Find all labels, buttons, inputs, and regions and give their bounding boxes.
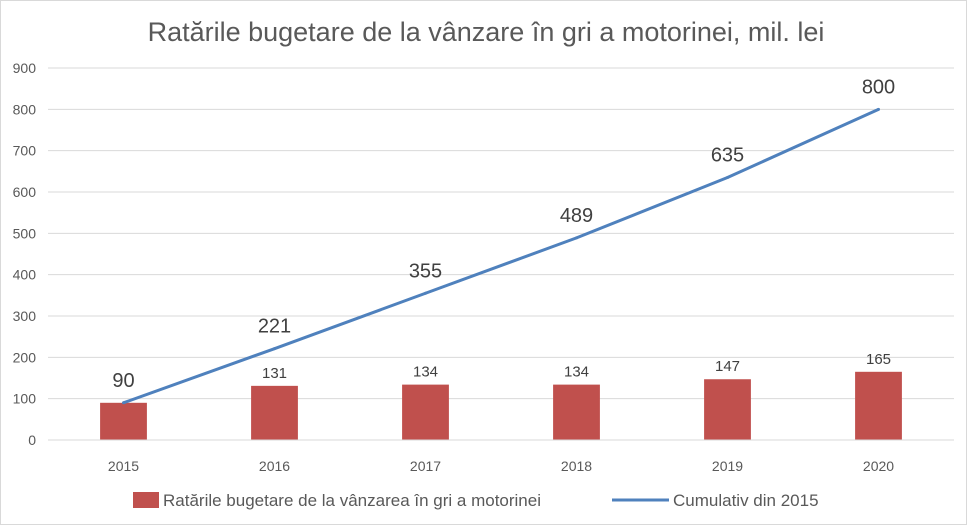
x-axis: 2015 2016 2017 2018 2019 2020: [48, 439, 954, 474]
line-data-labels: 90 221 355 489 635 800: [112, 76, 895, 391]
legend-bar-label: Ratările bugetare de la vânzarea în gri …: [163, 491, 541, 510]
x-tick-label: 2015: [108, 458, 139, 474]
grid-lines: [48, 67, 954, 400]
legend-bar-swatch: [133, 492, 159, 508]
bar: [402, 384, 449, 440]
y-tick-label: 100: [13, 391, 37, 407]
x-tick-label: 2018: [561, 458, 592, 474]
y-tick-label: 300: [13, 308, 37, 324]
cumulative-line: [122, 107, 880, 405]
line-data-label: 90: [112, 370, 134, 392]
x-tick-label: 2017: [410, 458, 441, 474]
x-tick-label: 2016: [259, 458, 290, 474]
line-point: [575, 236, 578, 240]
line-data-label: 635: [711, 145, 744, 167]
bar-data-label: 165: [866, 351, 891, 368]
y-tick-label: 500: [13, 225, 37, 241]
bar-data-label: 134: [564, 364, 589, 381]
y-tick-label: 600: [13, 184, 37, 200]
y-axis: 0 100 200 300 400 500 600 700 800 900: [13, 60, 37, 448]
line-data-label: 221: [258, 316, 291, 338]
y-tick-label: 700: [13, 143, 37, 159]
bar: [251, 385, 298, 440]
line-point: [877, 107, 880, 111]
y-tick-label: 200: [13, 349, 37, 365]
x-tick-label: 2020: [863, 458, 894, 474]
y-tick-label: 800: [13, 101, 37, 117]
bar: [100, 402, 147, 440]
line-data-label: 355: [409, 260, 442, 282]
y-tick-label: 400: [13, 267, 37, 283]
bar-data-label: 131: [262, 365, 287, 382]
line-data-label: 489: [560, 205, 593, 227]
legend: Ratările bugetare de la vânzarea în gri …: [133, 491, 819, 510]
x-tick-label: 2019: [712, 458, 743, 474]
bar-series: [100, 371, 902, 440]
line-series: [122, 107, 880, 405]
line-point: [122, 401, 125, 405]
y-tick-label: 900: [13, 60, 37, 76]
line-data-label: 800: [862, 76, 895, 98]
line-point: [424, 291, 427, 295]
bar-data-label: 134: [413, 364, 438, 381]
bar: [704, 379, 751, 440]
bar-data-label: 147: [715, 358, 740, 375]
bar-data-labels: 131 134 134 147 165: [262, 351, 891, 382]
bar: [553, 384, 600, 440]
legend-line-label: Cumulativ din 2015: [673, 491, 819, 510]
line-point: [273, 347, 276, 351]
y-tick-label: 0: [28, 432, 36, 448]
bar: [855, 371, 902, 440]
chart-title: Ratările bugetare de la vânzare în gri a…: [148, 17, 825, 47]
line-point: [726, 176, 729, 180]
